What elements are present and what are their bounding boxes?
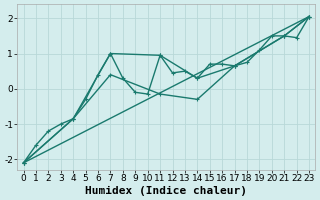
- X-axis label: Humidex (Indice chaleur): Humidex (Indice chaleur): [85, 186, 247, 196]
